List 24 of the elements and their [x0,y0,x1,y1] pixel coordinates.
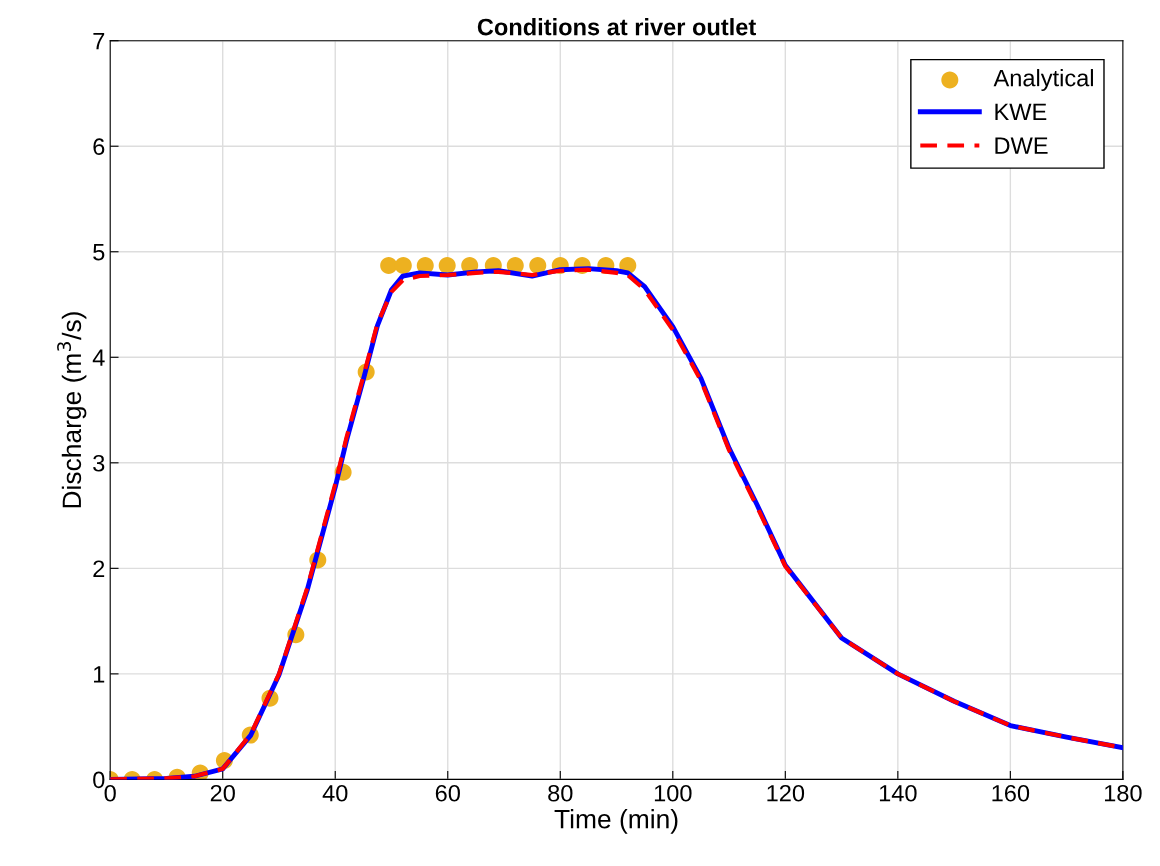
y-tick-label: 0 [93,771,105,789]
x-tick-label: 100 [654,784,692,802]
y-tick-label: 6 [93,138,105,156]
y-axis-title: Discharge (m$^{3}$/s) [57,312,87,508]
x-tick-label: 60 [435,784,460,802]
y-tick-label: 4 [92,349,105,366]
legend-label: KWE [995,103,1047,120]
x-tick-label: 140 [879,784,917,802]
x-tick-label: 20 [210,784,235,802]
y-tick-label: 1 [94,666,105,683]
x-tick-label: 120 [767,784,805,802]
chart-title: Conditions at river outlet [477,18,756,36]
legend-label: DWE [995,137,1048,154]
legend-label: Analytical [993,69,1093,92]
x-tick-label: 160 [992,784,1030,802]
x-axis-title: Time (min) [554,809,678,834]
x-tick-label: 40 [322,784,348,802]
y-tick-label: 3 [93,454,105,472]
x-tick-label: 80 [548,784,573,802]
y-tick-label: 5 [93,244,105,261]
y-tick-label: 2 [93,560,105,577]
y-tick-label: 7 [93,33,105,50]
x-tick-label: 180 [1104,784,1142,802]
x-tick-label: 0 [104,784,116,802]
